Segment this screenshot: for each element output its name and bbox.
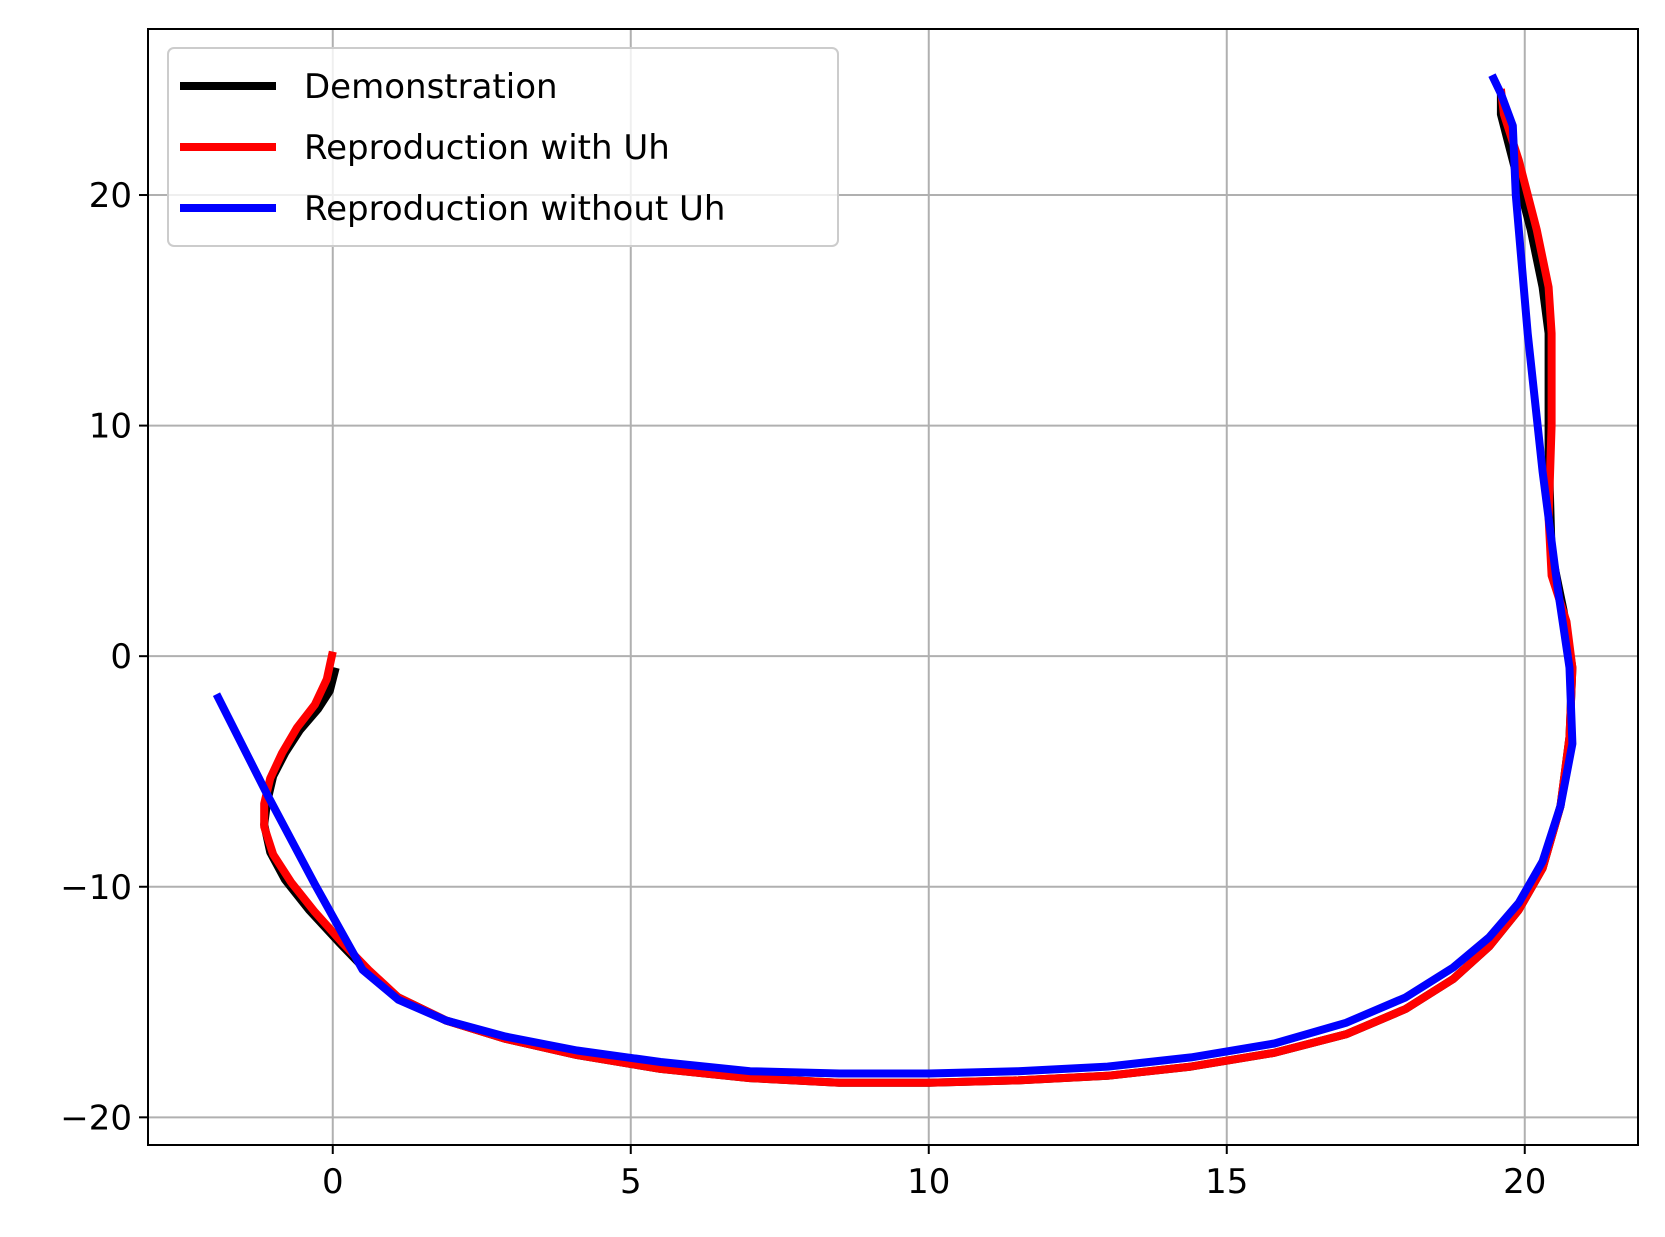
legend-box [167, 47, 839, 247]
ticks: 0 5 10 15 20 −20 −10 0 10 20 [60, 176, 1546, 1202]
legend-label-1: Demonstration [304, 67, 558, 107]
legend-label-2: Reproduction with Uh [304, 128, 670, 168]
x-tick-label: 20 [1503, 1162, 1546, 1202]
y-tick-label: 20 [89, 176, 132, 216]
series-line-3 [212, 73, 1577, 1078]
y-tick-label: 10 [89, 407, 132, 447]
series-layer [212, 73, 1577, 1087]
y-tick-label: 0 [110, 637, 132, 677]
legend: Demonstration Reproduction with Uh Reprodu… [167, 47, 839, 247]
y-tick-label: −20 [60, 1098, 132, 1138]
plot-frame [147, 28, 1639, 1146]
x-tick-label: 10 [907, 1162, 950, 1202]
legend-label-3: Reproduction without Uh [304, 189, 725, 229]
y-tick-label: −10 [60, 868, 132, 908]
x-tick-label: 5 [620, 1162, 642, 1202]
x-tick-label: 0 [322, 1162, 344, 1202]
x-tick-label: 15 [1205, 1162, 1248, 1202]
grid [148, 29, 1638, 1145]
